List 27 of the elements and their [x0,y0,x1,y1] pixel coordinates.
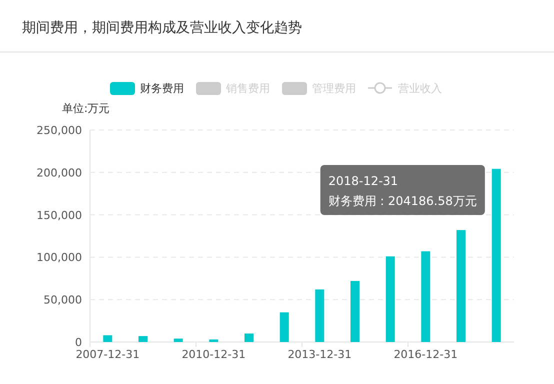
annotation: 2018-12-31 财务费用 : 204186.58万元 [328,174,477,208]
bar [280,312,289,342]
y-tick-label: 100,000 [36,251,82,264]
bar [421,251,430,342]
bar [209,339,218,342]
y-tick-label: 0 [75,336,82,349]
bar [492,168,501,342]
bar [244,334,254,342]
bar [174,338,183,342]
x-tick-label: 2016-12-31 [394,348,458,361]
x-tick-label: 2010-12-31 [182,348,246,361]
y-tick-label: 50,000 [44,294,82,307]
x-tick-label: 2013-12-31 [288,348,352,361]
y-tick-label: 200,000 [36,166,82,180]
y-tick-label: 250,000 [36,124,82,137]
bar [456,230,466,342]
bar [138,336,148,342]
bar [386,256,395,342]
bar [103,335,112,342]
x-tick-label: 2007-12-31 [76,348,140,361]
y-axis-title: 单位:万元 [62,102,110,115]
legend-label: 财务费用 [140,82,184,95]
y-tick-label: 150,000 [36,208,82,222]
bar [350,280,360,342]
bar [315,289,324,342]
chart-title: 期间费用，期间费用构成及营业收入变化趋势 [22,20,302,36]
tooltip: 2018-12-31 财务费用 : 204186.58万元 [320,165,485,215]
